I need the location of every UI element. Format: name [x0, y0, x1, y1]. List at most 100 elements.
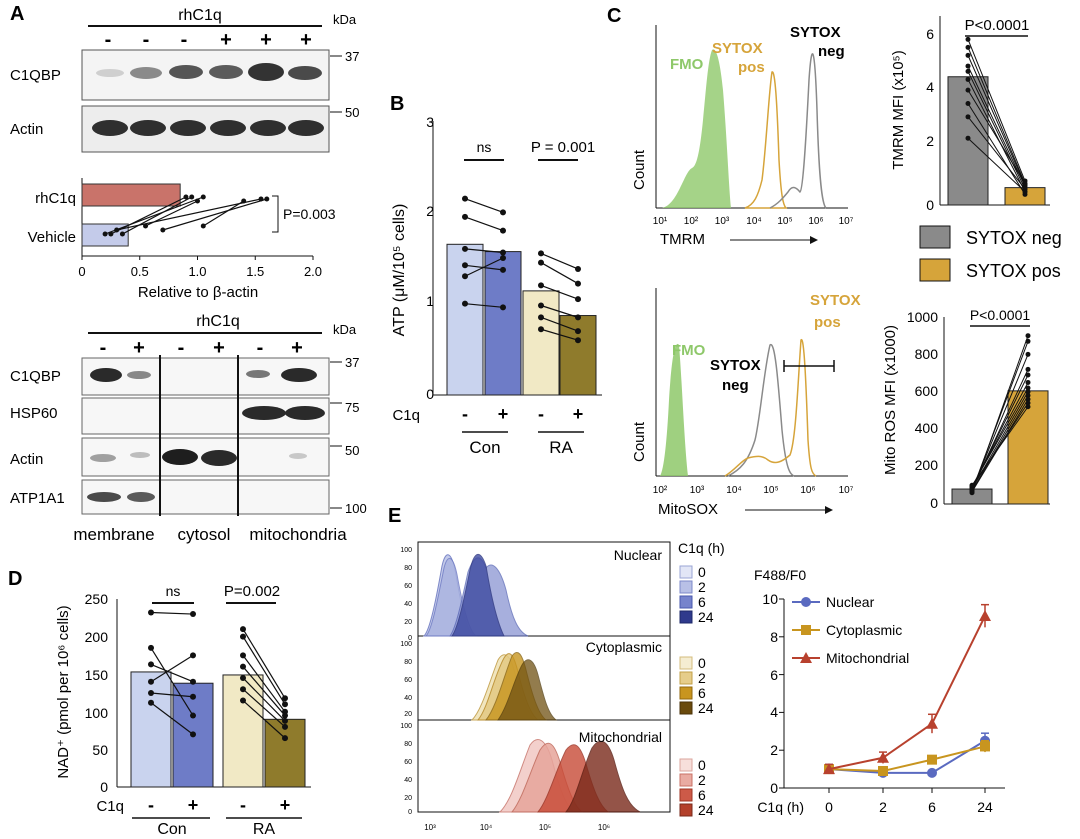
- sytox-pos-label: SYTOX: [810, 292, 861, 309]
- legend-marker-nuclear: [801, 597, 811, 607]
- d-sign: -: [240, 795, 246, 815]
- d-ytick: 50: [92, 742, 108, 758]
- quant-tick: 1.5: [246, 264, 264, 279]
- series-line-cytoplasmic: [828, 745, 986, 772]
- marker-nuclear: [927, 767, 937, 778]
- marker-cytoplasmic: [927, 754, 937, 765]
- legend-marker-mito: [800, 652, 812, 663]
- lane-sign: +: [220, 29, 232, 51]
- paired-line: [967, 65, 1026, 187]
- paired-line: [540, 328, 579, 341]
- quant-tick: 0.5: [131, 264, 149, 279]
- paired-line: [540, 316, 579, 332]
- tmrm-xtick: 10⁶: [808, 216, 823, 227]
- paired-line: [464, 216, 504, 232]
- point: [148, 690, 154, 696]
- ros-ytick: 200: [915, 457, 939, 473]
- tmrm-plot: [939, 16, 1050, 206]
- frac-label: Actin: [10, 451, 43, 468]
- d-group: RA: [253, 821, 276, 838]
- d-ytick: 250: [85, 591, 109, 607]
- quant-tick: 2.0: [304, 264, 322, 279]
- bar: [446, 243, 484, 396]
- band: [90, 368, 122, 382]
- d-ytick: 150: [85, 667, 109, 683]
- b-ytick: 3: [426, 114, 434, 130]
- ros-ytick: 600: [915, 383, 939, 399]
- band: [92, 120, 128, 136]
- tmrm-ytick: 0: [926, 197, 934, 213]
- quant-row-vehicle: Vehicle: [28, 229, 76, 246]
- lane-sign: -: [100, 337, 107, 359]
- ros-ytick: 400: [915, 420, 939, 436]
- e-ytick: 60: [404, 583, 412, 590]
- e-ytick: 0: [408, 809, 412, 816]
- point: [148, 661, 154, 668]
- count-label: Count: [631, 149, 648, 190]
- line-legend: Nuclear Cytoplasmic Mitochondrial: [792, 594, 909, 666]
- paired-line: [242, 636, 286, 705]
- paired-line: [150, 654, 194, 683]
- point: [1022, 189, 1028, 195]
- mitosox-xticks: 10² 10³ 10⁴ 10⁵ 10⁶ 10⁷: [653, 485, 854, 496]
- quant-pvalue: P=0.003: [283, 206, 336, 222]
- frac-kda: kDa: [333, 322, 357, 337]
- point: [190, 712, 196, 719]
- lane-sign: +: [260, 29, 272, 51]
- point: [965, 63, 971, 69]
- swatch: [679, 701, 693, 715]
- frac-mw: 37: [345, 355, 359, 370]
- point: [462, 300, 468, 307]
- e-panel-title: Nuclear: [614, 547, 663, 563]
- mitosox-xtick: 10⁵: [763, 485, 778, 496]
- point: [462, 213, 468, 220]
- sytox-pos-label: pos: [738, 59, 765, 76]
- point: [462, 262, 468, 269]
- marker-cytoplasmic: [878, 765, 888, 776]
- legend-label: SYTOX pos: [966, 261, 1061, 281]
- quant-tick: 0: [78, 264, 85, 279]
- line-ytick: 0: [770, 780, 778, 796]
- point: [240, 626, 246, 633]
- point: [200, 194, 206, 200]
- paired-line: [967, 79, 1026, 192]
- paired-line: [110, 196, 187, 235]
- paired-line: [971, 402, 1029, 488]
- bar: [264, 718, 306, 788]
- legend-marker-cyto: [801, 625, 811, 635]
- swatch: [679, 773, 693, 787]
- paired-line: [540, 284, 579, 300]
- marker-mitochondrial: [979, 610, 991, 622]
- swatch: [679, 671, 693, 685]
- paired-line: [150, 611, 194, 615]
- point: [1025, 372, 1031, 378]
- time-label: 0: [698, 564, 706, 580]
- point: [148, 644, 154, 651]
- paired-line: [150, 702, 194, 735]
- series-line-mitochondrial: [828, 615, 986, 771]
- point: [1025, 351, 1031, 357]
- lane-sign: -: [257, 337, 264, 359]
- d-ytick: 200: [85, 629, 109, 645]
- quant-row-rhc1q: rhC1q: [35, 190, 76, 207]
- point: [969, 489, 975, 495]
- b-c1q-label: C1q: [392, 407, 420, 424]
- sytox-pos-label: SYTOX: [712, 40, 763, 57]
- tmrm-pvalue: P<0.0001: [965, 17, 1030, 34]
- lane-sign: -: [181, 29, 188, 51]
- c1qbp-blot: [81, 49, 330, 101]
- band: [209, 65, 243, 79]
- fmo-label: FMO: [670, 56, 704, 73]
- e-ytick: 80: [404, 565, 412, 572]
- paired-line: [150, 692, 194, 698]
- ros-bar-chart: Mito ROS MFI (x1000) 0 200 400 600 800 1…: [882, 307, 1050, 511]
- point: [575, 280, 581, 287]
- paired-line: [464, 198, 504, 213]
- point: [240, 674, 246, 681]
- frac-mw: 75: [345, 400, 359, 415]
- tmrm-xticks: 10¹ 10² 10³ 10⁴ 10⁵ 10⁶ 10⁷: [653, 216, 854, 227]
- point: [240, 633, 246, 640]
- point: [500, 255, 506, 261]
- point: [190, 731, 196, 738]
- sytox-neg-curve: [769, 53, 827, 209]
